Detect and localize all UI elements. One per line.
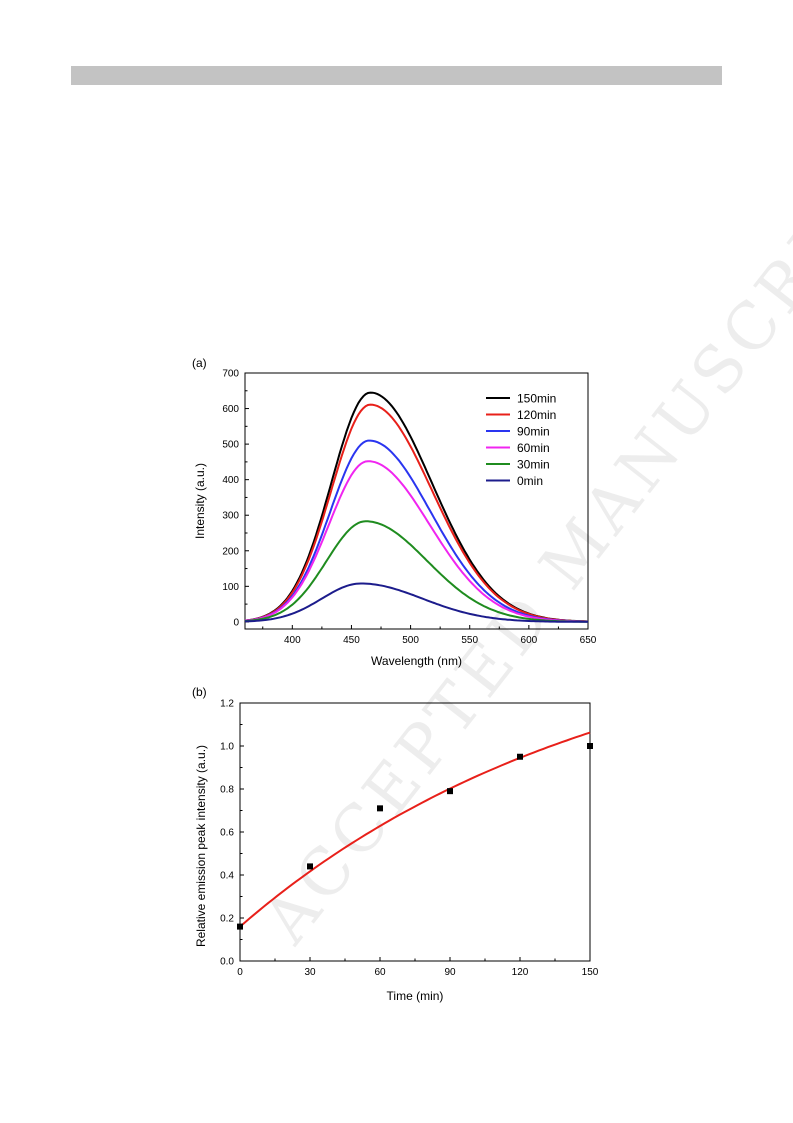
chart-b-ytick-label: 0.2 — [220, 914, 234, 925]
chart-a-legend-label: 120min — [517, 408, 556, 422]
chart-b-point — [377, 805, 383, 812]
chart-b-ytick-label: 0.4 — [220, 871, 234, 882]
chart-a-series-30min — [244, 520, 588, 623]
chart-b-fit-curve — [239, 731, 591, 928]
chart-b-ytick-label: 1.2 — [220, 699, 234, 710]
chart-b-ytick-label: 1.0 — [220, 742, 234, 753]
chart-a-ytick-label: 300 — [222, 511, 239, 522]
chart-a-xtick-label: 550 — [461, 635, 478, 646]
chart-a-legend-label: 0min — [517, 474, 543, 488]
chart-a-xlabel: Wavelength (nm) — [371, 654, 462, 668]
chart-a-ytick-label: 700 — [222, 369, 239, 380]
chart-b-xtick-label: 60 — [374, 967, 386, 978]
chart-a-series-0min — [244, 582, 588, 623]
chart-b-ylabel: Relative emission peak intensity (a.u.) — [194, 745, 208, 947]
chart-a-legend-label: 60min — [517, 441, 550, 455]
chart-a-ytick-label: 100 — [222, 582, 239, 593]
chart-a-legend-label: 90min — [517, 425, 550, 439]
chart-b-point — [447, 788, 453, 795]
chart-a-xtick-label: 650 — [580, 635, 597, 646]
chart-a-panel-label: (a) — [192, 356, 207, 370]
chart-b-point — [517, 753, 523, 760]
chart-a-legend-label: 30min — [517, 458, 550, 472]
chart-a-ylabel: Intensity (a.u.) — [193, 463, 207, 539]
chart-b-xtick-label: 0 — [237, 967, 243, 978]
chart-a-series-120min — [244, 403, 589, 623]
chart-b-point — [587, 743, 593, 749]
chart-b-xlabel: Time (min) — [387, 989, 444, 1003]
chart-a-series-60min — [244, 460, 588, 623]
chart-b-ytick-label: 0.0 — [220, 957, 234, 968]
chart-a-xtick-label: 500 — [402, 635, 419, 646]
chart-a-xtick-label: 450 — [343, 635, 360, 646]
chart-a: (a) 0 100 200 300 400 500 600 700 400 450 500 550 600… — [192, 356, 597, 668]
chart-b-xtick-label: 30 — [304, 967, 316, 978]
chart-b-point — [237, 923, 243, 930]
chart-b-point — [307, 863, 313, 870]
chart-a-ytick-label: 600 — [222, 404, 239, 415]
chart-b-xtick-label: 120 — [512, 967, 529, 978]
chart-b-ytick-label: 0.8 — [220, 785, 234, 796]
chart-a-ytick-label: 500 — [222, 440, 239, 451]
chart-a-xtick-label: 400 — [284, 635, 301, 646]
chart-b: (b) 0.0 0.2 0.4 0.6 0.8 1.0 1.2 0 30 60 90 120 150 Tim… — [192, 685, 599, 1003]
chart-b-ytick-label: 0.6 — [220, 828, 234, 839]
chart-a-xtick-label: 600 — [521, 635, 538, 646]
chart-a-ytick-label: 200 — [222, 546, 239, 557]
chart-b-xtick-label: 90 — [444, 967, 456, 978]
chart-b-frame — [239, 702, 591, 962]
chart-a-ytick-label: 400 — [222, 475, 239, 486]
chart-b-xtick-label: 150 — [582, 967, 599, 978]
header-bar — [71, 66, 722, 85]
chart-b-panel-label: (b) — [192, 685, 207, 699]
chart-a-ytick-label: 0 — [233, 617, 239, 628]
chart-a-legend-label: 150min — [517, 392, 556, 406]
chart-a-frame — [244, 372, 589, 630]
